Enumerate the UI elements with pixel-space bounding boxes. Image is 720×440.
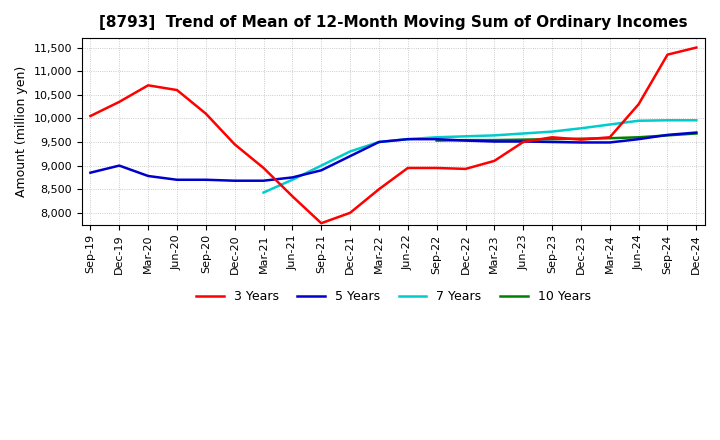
5 Years [490,139,499,144]
Line: 7 Years: 7 Years [264,120,696,193]
10 Years [606,136,614,141]
10 Years [548,136,557,142]
5 Years [86,170,95,175]
3 Years [202,111,210,116]
5 Years [519,139,528,144]
10 Years [462,137,470,143]
Legend: 3 Years, 5 Years, 7 Years, 10 Years: 3 Years, 5 Years, 7 Years, 10 Years [191,285,595,308]
5 Years [202,177,210,183]
5 Years [462,138,470,143]
10 Years [490,137,499,143]
3 Years [288,194,297,199]
7 Years [490,133,499,138]
3 Years [86,114,95,119]
5 Years [548,139,557,145]
3 Years [634,102,643,107]
3 Years [144,83,153,88]
7 Years [288,177,297,183]
3 Years [403,165,412,171]
Line: 10 Years: 10 Years [436,133,696,140]
3 Years [259,165,268,171]
Line: 3 Years: 3 Years [91,48,696,223]
5 Years [230,178,239,183]
5 Years [634,136,643,142]
3 Years [490,158,499,164]
Title: [8793]  Trend of Mean of 12-Month Moving Sum of Ordinary Incomes: [8793] Trend of Mean of 12-Month Moving … [99,15,688,30]
7 Years [462,134,470,139]
5 Years [317,168,325,173]
7 Years [663,117,672,123]
7 Years [577,126,585,131]
5 Years [692,130,701,135]
5 Years [663,132,672,138]
3 Years [462,166,470,172]
5 Years [288,175,297,180]
5 Years [346,154,354,159]
7 Years [317,163,325,168]
5 Years [403,136,412,142]
10 Years [577,136,585,141]
Line: 5 Years: 5 Years [91,132,696,181]
3 Years [606,135,614,140]
5 Years [115,163,124,168]
5 Years [144,173,153,179]
3 Years [115,99,124,104]
3 Years [577,137,585,142]
7 Years [432,135,441,140]
7 Years [692,117,701,123]
7 Years [548,129,557,134]
7 Years [403,136,412,142]
10 Years [634,135,643,140]
10 Years [519,137,528,142]
7 Years [374,139,383,145]
3 Years [317,220,325,226]
10 Years [692,131,701,136]
3 Years [663,52,672,57]
10 Years [663,133,672,138]
5 Years [432,136,441,142]
5 Years [374,139,383,145]
Y-axis label: Amount (million yen): Amount (million yen) [15,66,28,197]
5 Years [606,140,614,145]
3 Years [692,45,701,50]
7 Years [346,149,354,154]
3 Years [346,210,354,216]
3 Years [173,88,181,93]
3 Years [374,187,383,192]
3 Years [519,139,528,145]
3 Years [432,165,441,171]
3 Years [230,142,239,147]
10 Years [432,138,441,143]
5 Years [577,140,585,145]
7 Years [634,118,643,123]
5 Years [259,178,268,183]
7 Years [606,122,614,127]
5 Years [173,177,181,183]
3 Years [548,135,557,140]
7 Years [519,131,528,136]
7 Years [259,190,268,195]
